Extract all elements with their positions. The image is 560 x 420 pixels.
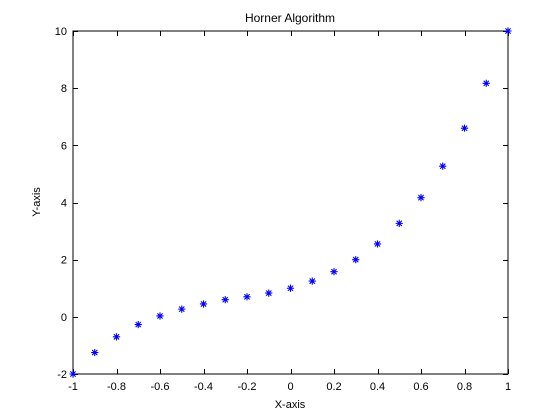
data-point [112,333,121,341]
data-point [373,240,382,248]
data-point [460,124,469,132]
y-tick-label: 8 [61,83,67,95]
x-tick-label: -0.6 [151,381,170,393]
data-point [286,284,295,292]
data-point [243,293,251,301]
y-tick-label: 0 [61,312,67,324]
data-point [221,296,229,304]
x-tick-label: -0.8 [107,381,126,393]
y-tick-label: -2 [57,369,67,381]
data-point [156,312,164,320]
plot-layer: -1 -0.8 -0.6 -0.4 -0.2 0 0.2 0.4 0.6 0.8 1 -2 0 2 4 6 8 1… [55,26,512,393]
x-tick-label: 0.2 [326,381,341,393]
data-point [504,27,512,35]
x-tick-label: -0.4 [194,381,213,393]
x-tick-label: -1 [68,381,78,393]
y-axis-label: Y-axis [31,187,43,217]
data-point [199,300,208,308]
y-tick-label: 4 [61,198,67,210]
data-point [330,268,338,276]
data-point [69,370,77,378]
chart-title: Horner Algorithm [245,11,335,25]
data-point [178,305,186,313]
x-tick-label: -0.2 [238,381,257,393]
data-point [417,194,425,202]
data-point [265,289,273,297]
plot-frame [72,30,509,375]
y-tick-label: 2 [61,255,67,267]
x-axis-label: X-axis [275,399,306,411]
data-point [352,256,360,264]
x-tick-label: 1 [505,381,511,393]
data-point [482,79,490,87]
x-tick-label: 0.6 [413,381,428,393]
x-tick-label: 0 [287,381,293,393]
data-point [91,348,99,357]
y-tick-label: 10 [55,26,67,38]
y-tick-label: 6 [61,140,67,152]
data-point [439,162,447,170]
x-tick-label: 0.4 [370,381,385,393]
data-point [308,277,316,285]
x-tick-label: 0.8 [457,381,472,393]
data-point [395,219,403,227]
data-point [134,320,142,329]
